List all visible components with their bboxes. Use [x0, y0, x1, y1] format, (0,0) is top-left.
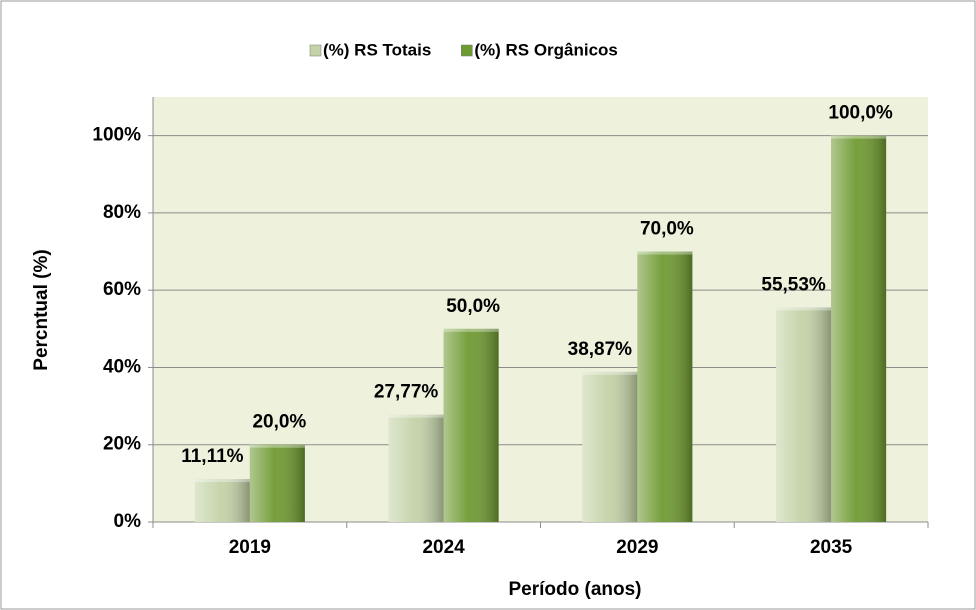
legend-label: (%) RS Totais	[323, 40, 431, 59]
bar-top	[776, 307, 832, 311]
value-label: 100,0%	[828, 103, 893, 124]
y-axis-title: Percntual (%)	[31, 249, 52, 370]
legend-swatch	[309, 44, 322, 57]
bar-shade	[637, 251, 693, 522]
x-tick-label: 2029	[616, 537, 658, 558]
bar-top	[831, 135, 887, 139]
bar-top	[443, 328, 499, 332]
y-tick-label: 40%	[103, 356, 141, 377]
bar-shade	[582, 371, 638, 522]
y-tick-label: 80%	[103, 202, 141, 223]
value-label: 55,53%	[761, 274, 826, 295]
legend-swatch	[461, 44, 473, 57]
value-label: 11,11%	[181, 446, 243, 467]
value-label: 20,0%	[252, 412, 306, 433]
bar-top	[249, 444, 305, 448]
value-label: 50,0%	[446, 296, 500, 317]
x-axis-title: Período (anos)	[508, 579, 641, 600]
bar-top	[388, 414, 444, 418]
legend-label: (%) RS Orgânicos	[474, 40, 618, 59]
x-tick-label: 2035	[810, 537, 853, 558]
bar-top	[582, 371, 638, 375]
x-tick-label: 2019	[229, 537, 271, 558]
value-label: 27,77%	[374, 382, 439, 403]
bar-top	[194, 479, 250, 483]
value-label: 38,87%	[568, 339, 633, 360]
y-tick-label: 20%	[103, 434, 141, 455]
bar-shade	[249, 444, 305, 522]
y-tick-label: 60%	[103, 279, 141, 300]
bar-shade	[831, 135, 887, 523]
y-tick-label: 100%	[92, 125, 141, 146]
bar-top	[637, 251, 693, 255]
bar-shade	[776, 307, 832, 522]
value-label: 70,0%	[640, 219, 694, 240]
x-tick-label: 2024	[422, 537, 465, 558]
bar-shade	[194, 479, 250, 522]
bar-shade	[388, 414, 444, 522]
y-tick-label: 0%	[114, 511, 142, 532]
bar-shade	[443, 328, 499, 522]
